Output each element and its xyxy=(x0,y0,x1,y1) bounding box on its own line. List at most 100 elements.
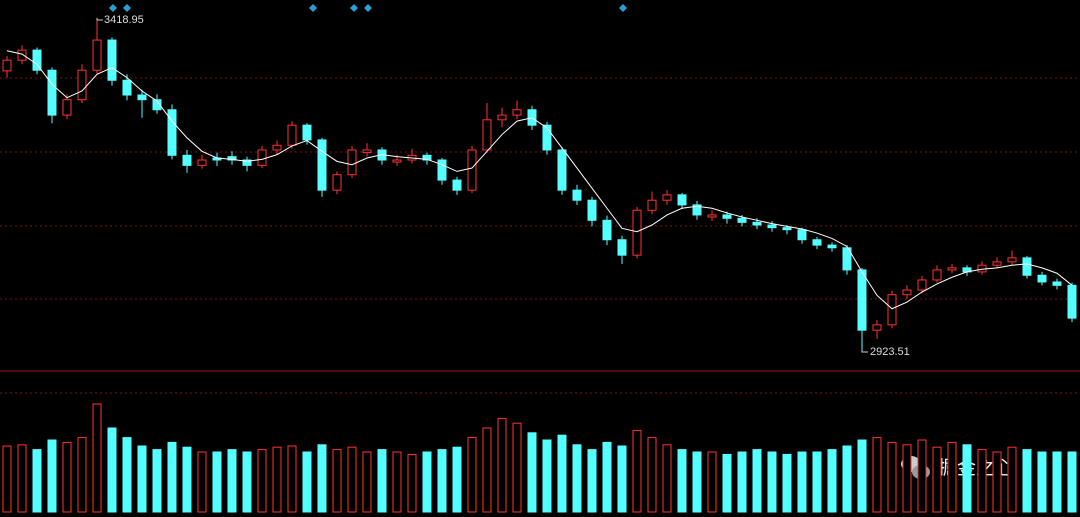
candle-body xyxy=(302,124,312,141)
candle-body xyxy=(902,289,912,296)
volume-bar xyxy=(767,451,777,513)
volume-bar xyxy=(1037,451,1047,513)
candle-body xyxy=(917,279,927,291)
marker xyxy=(109,4,117,12)
marker xyxy=(364,4,372,12)
candle-body xyxy=(722,214,732,219)
candle-body xyxy=(392,159,402,163)
volume-bar xyxy=(1022,449,1032,513)
candle-body xyxy=(467,149,477,191)
candle-body xyxy=(512,109,522,116)
candle-body xyxy=(692,204,702,216)
volume-bar xyxy=(452,446,462,513)
candle-body xyxy=(227,156,237,161)
candle-body xyxy=(797,229,807,241)
volume-bar xyxy=(662,444,672,513)
volume-bar xyxy=(317,444,327,513)
volume-bar xyxy=(437,449,447,513)
candle-body xyxy=(1007,257,1017,263)
volume-bar xyxy=(332,449,342,513)
candle-body xyxy=(272,144,282,151)
volume-bar xyxy=(197,451,207,513)
volume-bar xyxy=(2,445,12,513)
candle-body xyxy=(857,269,867,331)
marker xyxy=(619,4,627,12)
volume-bar xyxy=(797,451,807,513)
candle-body xyxy=(827,244,837,249)
signal-markers xyxy=(109,4,627,12)
candle-body xyxy=(422,154,432,161)
marker xyxy=(309,4,317,12)
candle-body xyxy=(242,159,252,166)
candle-body xyxy=(137,94,147,101)
grid xyxy=(0,77,1080,394)
candle-body xyxy=(602,219,612,241)
candle-body xyxy=(872,324,882,331)
volume-bar xyxy=(512,422,522,513)
volume-bar xyxy=(602,441,612,513)
volume-bar xyxy=(422,451,432,513)
volume-bar xyxy=(32,449,42,513)
candle-body xyxy=(152,99,162,111)
candle-body xyxy=(452,179,462,191)
candle-body xyxy=(947,267,957,271)
volume-bar xyxy=(467,437,477,513)
candle-body xyxy=(587,199,597,221)
volume-bar xyxy=(977,449,987,513)
volume-bar xyxy=(572,444,582,513)
candle-body xyxy=(287,124,297,146)
volume-bar xyxy=(497,417,507,513)
volume-bar xyxy=(347,446,357,513)
volume-bar xyxy=(587,449,597,513)
marker xyxy=(123,4,131,12)
candle-body xyxy=(887,294,897,326)
candle-body xyxy=(197,159,207,166)
volume-bar xyxy=(617,445,627,513)
volume-bar xyxy=(632,429,642,513)
candle-body xyxy=(362,149,372,154)
volume-bar xyxy=(542,439,552,513)
volume-bar xyxy=(122,437,132,513)
volume-bar xyxy=(992,451,1002,513)
candle-body xyxy=(992,261,1002,266)
volume-bar xyxy=(932,446,942,513)
candle-body xyxy=(767,224,777,229)
volume-bar xyxy=(887,441,897,513)
candle-body xyxy=(707,214,717,218)
candle-body xyxy=(92,39,102,71)
volume-bar xyxy=(692,451,702,513)
candle-body xyxy=(332,174,342,191)
volume-bar xyxy=(752,449,762,513)
candle-body xyxy=(632,209,642,256)
volume-bar xyxy=(62,441,72,513)
volume-bar xyxy=(842,445,852,513)
volume-bar xyxy=(77,437,87,513)
candle-body xyxy=(1067,284,1077,319)
volume-bar xyxy=(857,439,867,513)
candle-body xyxy=(677,194,687,206)
annotation-leader xyxy=(861,349,868,353)
candle-body xyxy=(842,247,852,271)
volume-bar xyxy=(302,451,312,513)
candle-body xyxy=(662,194,672,201)
volume-bar xyxy=(902,444,912,513)
volume-bar xyxy=(827,449,837,513)
volume-bar xyxy=(287,445,297,513)
volume-bar xyxy=(167,441,177,513)
candle-body xyxy=(47,69,57,116)
volume-bar xyxy=(272,446,282,513)
low-label: 2923.51 xyxy=(870,346,910,358)
candle-body xyxy=(617,239,627,256)
volume-bar xyxy=(212,451,222,513)
volume-bar xyxy=(947,441,957,513)
candle-body xyxy=(62,99,72,116)
volume-bar xyxy=(782,453,792,513)
candle-body xyxy=(257,149,267,166)
volume-bar xyxy=(152,449,162,513)
volume-bar xyxy=(1067,451,1077,513)
candle-body xyxy=(752,221,762,226)
candle-body xyxy=(557,149,567,191)
volume-bar xyxy=(812,451,822,513)
candle-body xyxy=(812,239,822,246)
